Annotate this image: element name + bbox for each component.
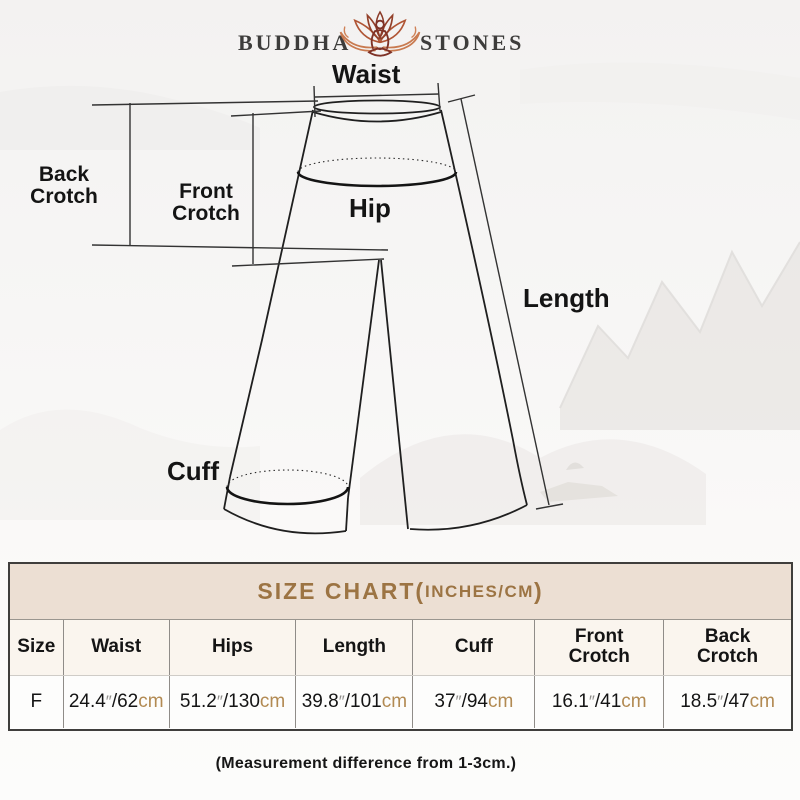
brand-logo: BUDDHA STONES [238, 8, 538, 66]
hip-label: Hip [349, 193, 391, 223]
lotus-meditation-icon [339, 10, 421, 57]
size-chart-table: Size Waist Hips Length Cuff Front Crotch… [10, 620, 791, 728]
cell-waist: 24.4″/62cm [62, 675, 170, 728]
waist-label: Waist [332, 59, 401, 89]
header-hips: Hips [168, 620, 296, 676]
header-front-crotch: Front Crotch [534, 620, 664, 676]
cuff-label: Cuff [167, 456, 219, 486]
size-chart-data-row: F 24.4″/62cm 51.2″/130cm 39.8″/101cm 37″… [10, 675, 791, 728]
header-size: Size [10, 620, 64, 676]
header-length: Length [295, 620, 413, 676]
cell-back-crotch: 18.5″/47cm [663, 675, 791, 728]
back-crotch-line2: Crotch [30, 185, 98, 208]
measurement-lines [91, 82, 564, 510]
front-crotch-line1: Front [179, 180, 233, 203]
header-back-crotch: Back Crotch [663, 620, 791, 676]
brand-name-right: STONES [420, 30, 525, 55]
cell-hips: 51.2″/130cm [168, 675, 296, 728]
cell-front-crotch: 16.1″/41cm [534, 675, 664, 728]
brand-name-left: BUDDHA [238, 30, 352, 55]
front-crotch-label: Front Crotch [158, 181, 254, 225]
size-chart-title-main: SIZE CHART( [257, 578, 426, 604]
cell-cuff: 37″/94cm [412, 675, 535, 728]
size-chart-title-close: ) [533, 578, 544, 604]
back-crotch-label: Back Crotch [16, 164, 112, 208]
cell-size: F [10, 675, 64, 728]
back-crotch-line1: Back [38, 163, 90, 186]
header-cuff: Cuff [412, 620, 535, 676]
size-chart-panel: SIZE CHART(INCHES/CM) Size Waist Hips Le… [8, 562, 793, 731]
length-label: Length [523, 283, 610, 313]
measurement-note: (Measurement difference from 1-3cm.) [215, 755, 517, 772]
front-crotch-line2: Crotch [172, 202, 240, 225]
header-waist: Waist [62, 620, 170, 676]
size-chart-title-units: INCHES/CM [425, 581, 534, 601]
cell-length: 39.8″/101cm [295, 675, 413, 728]
size-chart-header-row: Size Waist Hips Length Cuff Front Crotch… [10, 620, 791, 676]
size-chart-title: SIZE CHART(INCHES/CM) [10, 564, 791, 620]
pants-measurement-diagram [91, 82, 564, 535]
